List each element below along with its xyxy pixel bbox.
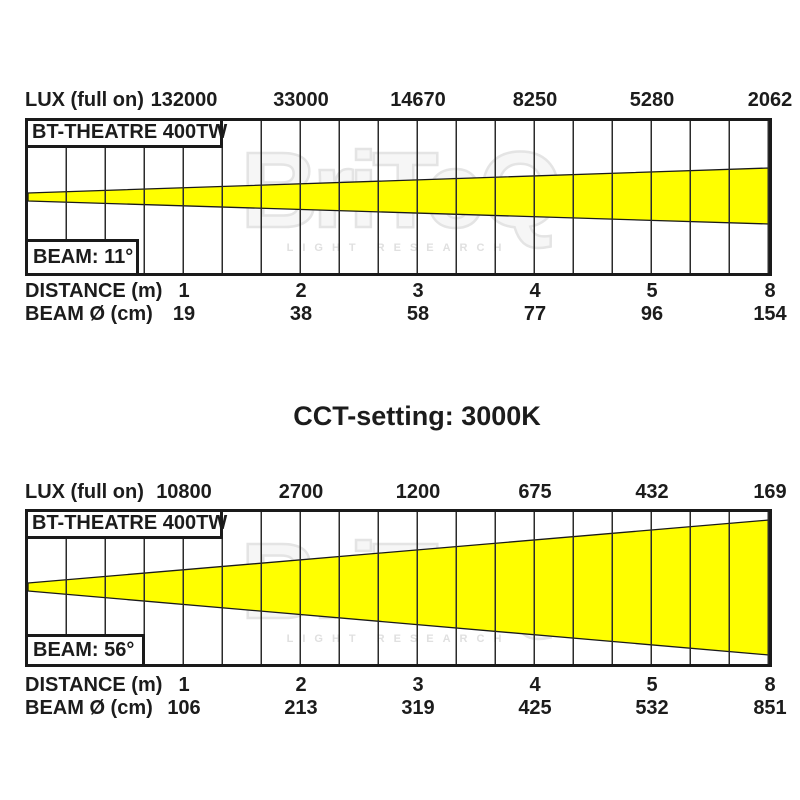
distance-value: 8 bbox=[764, 674, 776, 696]
beam-angle-box: BEAM: 56° bbox=[28, 634, 145, 664]
distance-value: 4 bbox=[529, 674, 541, 696]
distance-value: 4 bbox=[529, 280, 541, 302]
distance-value: 5 bbox=[646, 674, 658, 696]
beam-diameter-row-label: BEAM Ø (cm) bbox=[25, 697, 153, 719]
distance-value: 3 bbox=[412, 674, 424, 696]
beam-diameter-value: 154 bbox=[753, 303, 787, 325]
beam-diameter-row-wide-beam: BEAM Ø (cm) 106 213 319 425 532 851 bbox=[0, 696, 800, 720]
lux-value: 33000 bbox=[273, 89, 329, 111]
lux-value: 10800 bbox=[156, 481, 212, 503]
lux-value: 2062 bbox=[747, 89, 793, 111]
beam-diameter-value: 106 bbox=[167, 697, 201, 719]
distance-value: 3 bbox=[412, 280, 424, 302]
distance-value: 2 bbox=[295, 674, 307, 696]
beam-diameter-value: 96 bbox=[640, 303, 664, 325]
lux-row-label: LUX (full on) bbox=[25, 481, 144, 503]
beam-angle-box: BEAM: 11° bbox=[28, 239, 139, 273]
lux-value: 14670 bbox=[390, 89, 446, 111]
beam-chart-56deg: BriTeQ LIGHT RESEARCH BT-THEATRE 400TW B… bbox=[25, 509, 772, 667]
distance-value: 1 bbox=[178, 280, 190, 302]
distance-row-label: DISTANCE (m) bbox=[25, 674, 163, 696]
fixture-name-box: BT-THEATRE 400TW bbox=[28, 512, 227, 539]
lux-value: 2700 bbox=[278, 481, 324, 503]
beam-diameter-value: 532 bbox=[635, 697, 669, 719]
lux-value: 8250 bbox=[512, 89, 558, 111]
cct-setting-title: CCT-setting: 3000K bbox=[293, 401, 541, 431]
beam-diameter-value: 319 bbox=[401, 697, 435, 719]
distance-row-narrow-beam: DISTANCE (m) 1 2 3 4 5 8 bbox=[0, 279, 800, 303]
distance-value: 8 bbox=[764, 280, 776, 302]
lux-value: 169 bbox=[753, 481, 787, 503]
distance-row-wide-beam: DISTANCE (m) 1 2 3 4 5 8 bbox=[0, 673, 800, 697]
beam-chart-11deg: BriTeQ LIGHT RESEARCH BT-THEATRE 400TW B… bbox=[25, 118, 772, 276]
beam-diameter-row-label: BEAM Ø (cm) bbox=[25, 303, 153, 325]
beam-diameter-value: 77 bbox=[523, 303, 547, 325]
lux-row-label: LUX (full on) bbox=[25, 89, 144, 111]
distance-value: 1 bbox=[178, 674, 190, 696]
beam-diameter-value: 19 bbox=[172, 303, 196, 325]
lux-row-wide-beam: LUX (full on) 10800 2700 1200 675 432 16… bbox=[0, 480, 800, 504]
lux-row-narrow-beam: LUX (full on) 132000 33000 14670 8250 52… bbox=[0, 88, 800, 112]
fixture-name-box: BT-THEATRE 400TW bbox=[28, 121, 227, 148]
distance-row-label: DISTANCE (m) bbox=[25, 280, 163, 302]
beam-diameter-value: 213 bbox=[284, 697, 318, 719]
beam-diameter-value: 425 bbox=[518, 697, 552, 719]
distance-value: 5 bbox=[646, 280, 658, 302]
lux-value: 132000 bbox=[150, 89, 218, 111]
beam-diameter-row-narrow-beam: BEAM Ø (cm) 19 38 58 77 96 154 bbox=[0, 302, 800, 326]
lux-value: 1200 bbox=[395, 481, 441, 503]
beam-diameter-value: 38 bbox=[289, 303, 313, 325]
lux-value: 432 bbox=[635, 481, 669, 503]
beam-diameter-value: 58 bbox=[406, 303, 430, 325]
beam-diameter-value: 851 bbox=[753, 697, 787, 719]
lux-value: 5280 bbox=[629, 89, 675, 111]
lux-value: 675 bbox=[518, 481, 552, 503]
distance-value: 2 bbox=[295, 280, 307, 302]
